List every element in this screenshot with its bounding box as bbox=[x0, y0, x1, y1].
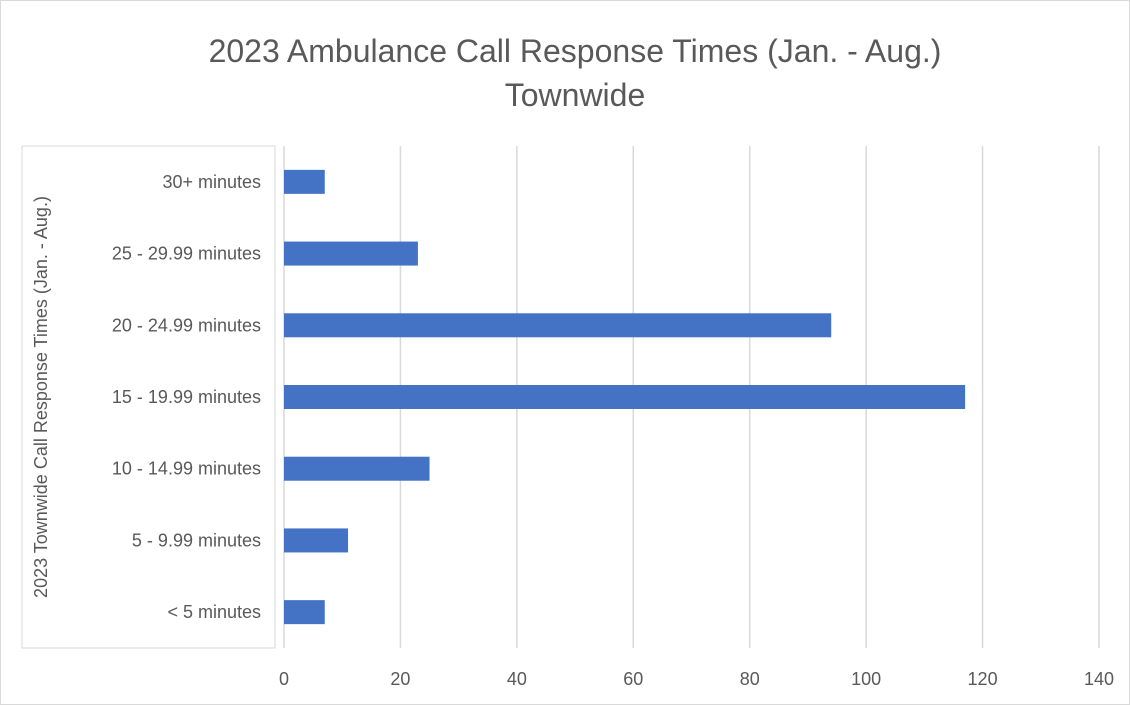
x-tick-label: 80 bbox=[740, 669, 760, 689]
category-label: 20 - 24.99 minutes bbox=[112, 315, 261, 335]
x-tick-labels: 0 20 40 60 80 100 120 140 bbox=[279, 669, 1114, 689]
x-tick-label: 100 bbox=[851, 669, 881, 689]
x-tick-label: 20 bbox=[390, 669, 410, 689]
category-labels: < 5 minutes 5 - 9.99 minutes 10 - 14.99 mi… bbox=[112, 172, 261, 622]
x-tick-label: 60 bbox=[623, 669, 643, 689]
bars bbox=[284, 169, 966, 625]
category-label: < 5 minutes bbox=[167, 602, 261, 622]
bar bbox=[284, 169, 325, 194]
x-tick-label: 40 bbox=[507, 669, 527, 689]
bar bbox=[284, 313, 832, 338]
chart-title: 2023 Ambulance Call Response Times (Jan.… bbox=[209, 33, 942, 69]
chart-subtitle: Townwide bbox=[505, 77, 646, 113]
x-tick-label: 140 bbox=[1084, 669, 1114, 689]
bar bbox=[284, 456, 430, 481]
x-tick-label: 120 bbox=[968, 669, 998, 689]
bar bbox=[284, 385, 966, 409]
x-tick-label: 0 bbox=[279, 669, 289, 689]
bar bbox=[284, 241, 418, 266]
bar bbox=[284, 600, 325, 625]
category-label: 5 - 9.99 minutes bbox=[132, 530, 261, 550]
y-axis-label-box bbox=[21, 145, 276, 649]
category-label: 10 - 14.99 minutes bbox=[112, 459, 261, 479]
category-label: 25 - 29.99 minutes bbox=[112, 244, 261, 264]
bar bbox=[284, 528, 349, 553]
category-label: 30+ minutes bbox=[162, 172, 261, 192]
category-label: 15 - 19.99 minutes bbox=[112, 387, 261, 407]
y-axis-title: 2023 Townwide Call Response Times (Jan. … bbox=[31, 196, 51, 598]
